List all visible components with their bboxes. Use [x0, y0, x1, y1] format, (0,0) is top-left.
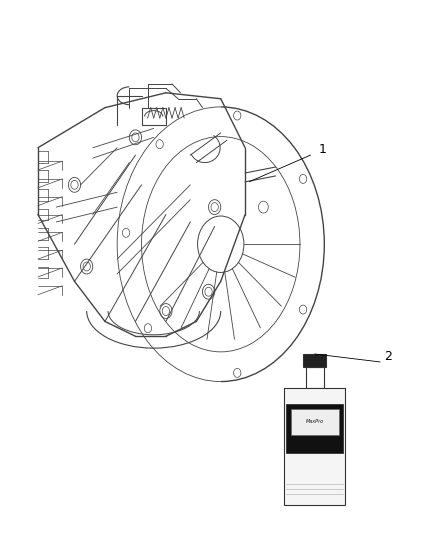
Text: MaxPro: MaxPro [306, 419, 324, 424]
Bar [286, 403, 343, 453]
Text: 2: 2 [385, 350, 392, 363]
Text: M: M [311, 419, 318, 425]
Bar [306, 367, 324, 389]
Bar [284, 389, 345, 505]
Text: 1: 1 [319, 143, 327, 156]
Bar [304, 354, 326, 367]
Bar [291, 408, 339, 435]
